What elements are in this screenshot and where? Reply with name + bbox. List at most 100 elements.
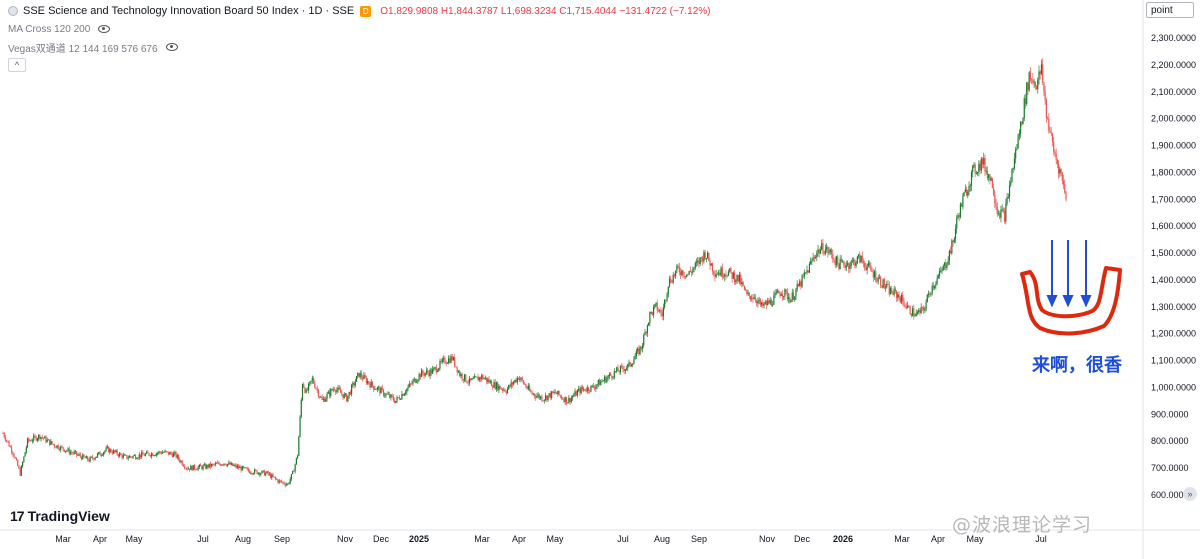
candle-body	[661, 313, 663, 317]
candle-body	[382, 389, 385, 396]
candle-body	[795, 289, 797, 297]
candle-body	[950, 250, 952, 254]
candle-body	[994, 194, 996, 203]
symbol-title[interactable]: SSE Science and Technology Innovation Bo…	[23, 5, 355, 17]
candle-body	[1028, 72, 1030, 91]
y-tick-label: 1,200.0000	[1151, 329, 1196, 339]
candle-body	[1061, 173, 1063, 181]
candle-body	[355, 376, 358, 382]
candle-body	[33, 435, 35, 441]
candle-body	[705, 258, 707, 259]
candle-body	[576, 390, 579, 396]
candle-body	[389, 394, 391, 398]
candle-body	[611, 375, 613, 378]
candle-body	[224, 463, 226, 465]
candle-body	[304, 387, 306, 393]
candle-body	[665, 300, 667, 301]
candle-body	[821, 243, 823, 250]
candle-body	[149, 455, 151, 457]
candle-body	[738, 274, 741, 282]
x-tick-label: Mar	[55, 534, 71, 544]
candle-body	[725, 274, 727, 276]
candle-body	[268, 473, 270, 475]
candle-body	[446, 362, 448, 364]
y-tick-label: 1,100.0000	[1151, 356, 1196, 366]
logo-mark: 17	[10, 508, 25, 524]
eye-icon[interactable]	[98, 25, 111, 33]
candle-body	[927, 293, 930, 296]
symbol-row[interactable]: SSE Science and Technology Innovation Bo…	[8, 4, 711, 18]
candle-body	[686, 274, 688, 277]
candle-body	[450, 356, 452, 363]
candle-body	[380, 387, 382, 394]
candle-body	[374, 389, 376, 390]
candle-body	[522, 380, 525, 384]
candle-body	[213, 464, 215, 465]
candle-body	[1021, 121, 1023, 124]
indicator-row-vegas[interactable]: Vegas双通道 12 144 169 576 676	[8, 40, 711, 55]
candle-body	[148, 453, 150, 456]
eye-icon[interactable]	[165, 43, 178, 51]
candle-body	[811, 260, 813, 262]
candle-body	[828, 251, 830, 254]
candle-body	[122, 454, 124, 458]
candle-body	[853, 259, 855, 261]
candle-body	[1015, 149, 1017, 159]
candle-body	[1042, 64, 1044, 83]
candle-body	[864, 262, 866, 268]
candle-body	[35, 436, 37, 441]
indicator-vegas[interactable]: Vegas双通道 12 144 169 576 676	[8, 43, 158, 55]
tradingview-logo[interactable]: 17 TradingView	[10, 508, 110, 524]
candle-body	[351, 384, 353, 395]
logo-text: TradingView	[27, 508, 110, 524]
indicator-ma-cross[interactable]: MA Cross 120 200	[8, 23, 91, 35]
indicator-row-ma[interactable]: MA Cross 120 200	[8, 22, 711, 36]
candle-body	[282, 482, 284, 484]
candle-body	[252, 473, 255, 475]
scroll-to-realtime-button[interactable]: »	[1183, 487, 1197, 501]
candle-body	[488, 379, 490, 383]
candle-body	[168, 451, 170, 455]
time-axis[interactable]: Mar Apr May Jul Aug Sep Nov Dec 2025 Mar Apr May Jul…	[55, 534, 1047, 544]
candle-body	[371, 381, 374, 386]
candle-body	[910, 313, 912, 316]
candle-body	[535, 396, 537, 398]
candle-body	[159, 451, 161, 453]
candle-body	[285, 484, 288, 486]
candle-body	[443, 358, 445, 360]
candle-body	[326, 393, 328, 399]
candle-body	[546, 395, 548, 401]
candle-body	[731, 272, 733, 279]
candle-body	[47, 439, 50, 441]
candle-body	[675, 270, 677, 276]
candle-body	[557, 390, 559, 395]
collapse-legend-button[interactable]: ^	[8, 58, 26, 72]
candle-body	[447, 358, 450, 363]
candle-body	[1013, 158, 1016, 168]
candle-body	[878, 277, 881, 279]
candle-body	[461, 373, 463, 380]
candle-body	[310, 380, 312, 382]
candle-body	[1065, 192, 1067, 200]
candle-body	[338, 387, 340, 390]
candle-body	[643, 334, 645, 346]
candle-body	[416, 381, 418, 383]
price-unit-label[interactable]: point	[1146, 2, 1194, 18]
candle-body	[834, 260, 836, 266]
candle-body	[941, 270, 943, 272]
price-axis[interactable]: 2,300.0000 2,200.0000 2,100.0000 2,000.0000…	[1151, 33, 1196, 500]
candle-body	[873, 271, 876, 278]
candle-body	[601, 381, 603, 382]
candle-body	[434, 367, 436, 369]
candle-body	[964, 189, 966, 193]
candle-body	[560, 396, 563, 399]
symbol-icon	[8, 6, 18, 16]
candle-body	[146, 451, 148, 454]
candle-body	[401, 394, 403, 400]
candle-body	[425, 370, 428, 374]
candle-body	[130, 456, 132, 457]
candle-body	[1002, 209, 1004, 211]
candle-body	[544, 395, 547, 400]
candle-body	[177, 455, 180, 460]
